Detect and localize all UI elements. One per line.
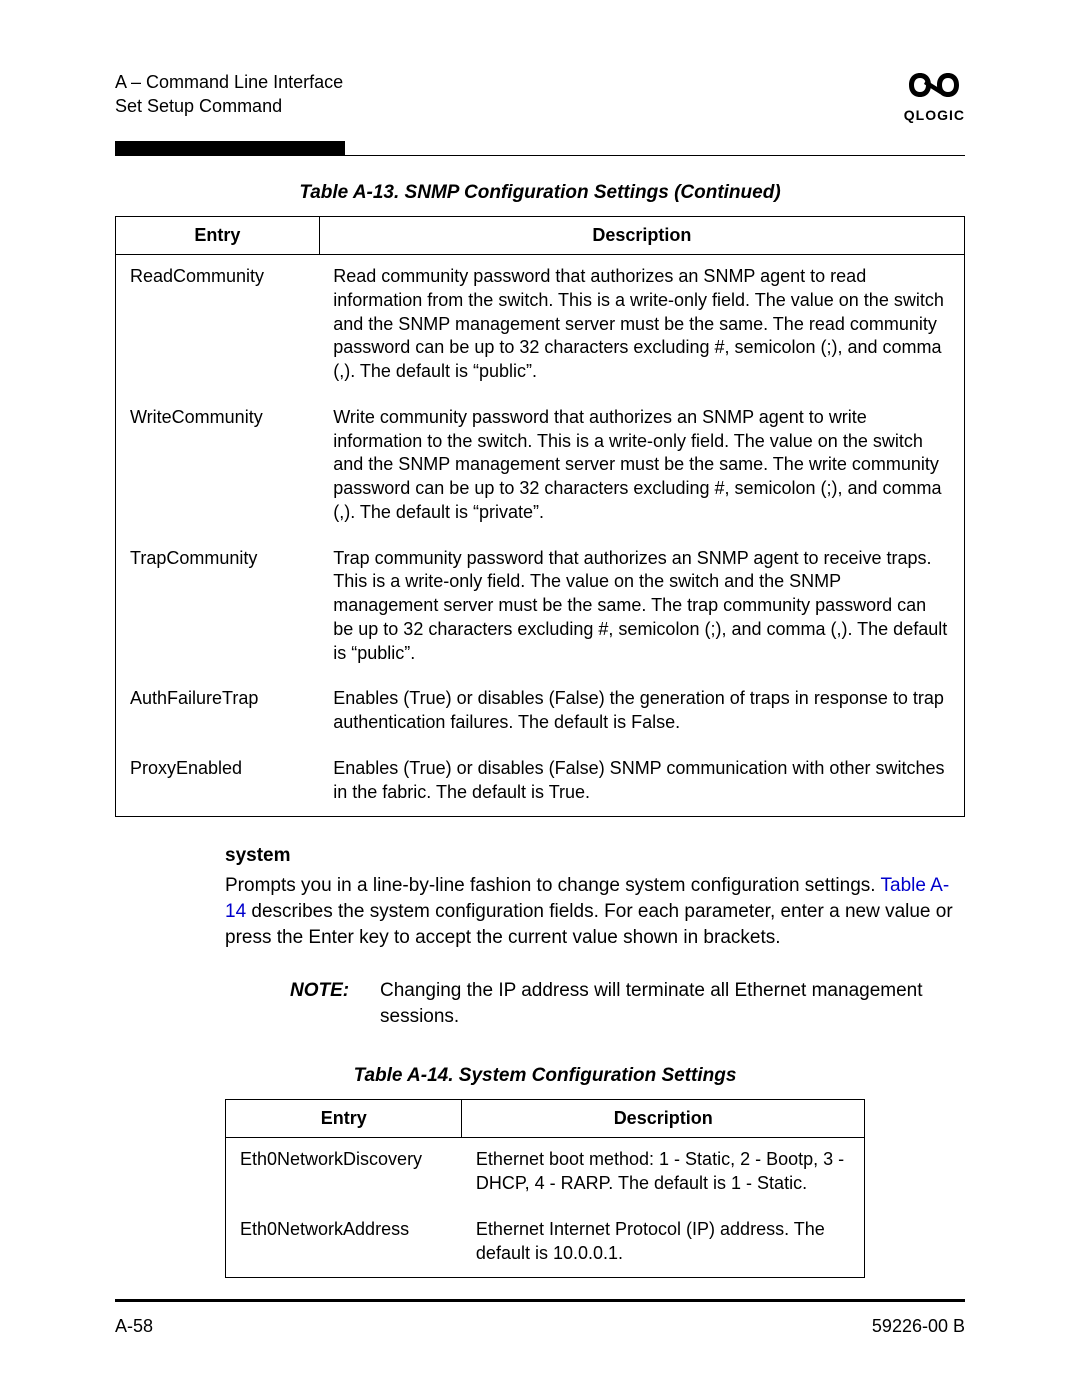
header-text: A – Command Line Interface Set Setup Com… xyxy=(115,70,343,119)
entry-cell: Eth0NetworkAddress xyxy=(226,1208,462,1278)
table2-col-entry: Entry xyxy=(226,1100,462,1138)
entry-cell: ReadCommunity xyxy=(116,255,320,396)
para-post: describes the system configuration field… xyxy=(225,901,953,948)
entry-cell: ProxyEnabled xyxy=(116,747,320,817)
logo-text: QLOGIC xyxy=(904,107,965,123)
footer-rule xyxy=(115,1299,965,1302)
qlogic-logo-icon xyxy=(906,70,962,100)
para-pre: Prompts you in a line-by-line fashion to… xyxy=(225,875,881,896)
note-block: NOTE: Changing the IP address will termi… xyxy=(290,978,955,1029)
page-header: A – Command Line Interface Set Setup Com… xyxy=(115,70,965,123)
desc-cell: Read community password that authorizes … xyxy=(319,255,964,396)
table2-header-row: Entry Description xyxy=(226,1100,865,1138)
footer-page-num: A-58 xyxy=(115,1316,153,1337)
note-body: Changing the IP address will terminate a… xyxy=(380,978,955,1029)
table-row: AuthFailureTrapEnables (True) or disable… xyxy=(116,677,965,747)
table2-col-desc: Description xyxy=(462,1100,865,1138)
section-heading-system: system xyxy=(225,845,965,867)
entry-cell: AuthFailureTrap xyxy=(116,677,320,747)
table1-col-desc: Description xyxy=(319,217,964,255)
table-row: Eth0NetworkDiscoveryEthernet boot method… xyxy=(226,1138,865,1208)
desc-cell: Enables (True) or disables (False) SNMP … xyxy=(319,747,964,817)
header-line2: Set Setup Command xyxy=(115,94,343,118)
table-row: ReadCommunityRead community password tha… xyxy=(116,255,965,396)
qlogic-logo: QLOGIC xyxy=(904,70,965,123)
header-black-bar xyxy=(115,141,345,155)
footer-doc-id: 59226-00 B xyxy=(872,1316,965,1337)
table-row: Eth0NetworkAddressEthernet Internet Prot… xyxy=(226,1208,865,1278)
section-paragraph: Prompts you in a line-by-line fashion to… xyxy=(225,873,965,950)
entry-cell: Eth0NetworkDiscovery xyxy=(226,1138,462,1208)
table-row: ProxyEnabledEnables (True) or disables (… xyxy=(116,747,965,817)
entry-cell: TrapCommunity xyxy=(116,537,320,678)
snmp-config-table: Entry Description ReadCommunityRead comm… xyxy=(115,216,965,817)
desc-cell: Enables (True) or disables (False) the g… xyxy=(319,677,964,747)
desc-cell: Ethernet boot method: 1 - Static, 2 - Bo… xyxy=(462,1138,865,1208)
table1-col-entry: Entry xyxy=(116,217,320,255)
table1-caption: Table A-13. SNMP Configuration Settings … xyxy=(115,182,965,204)
page-footer: A-58 59226-00 B xyxy=(115,1316,965,1337)
header-rule xyxy=(115,155,965,156)
table2-caption: Table A-14. System Configuration Setting… xyxy=(225,1065,865,1087)
table-row: WriteCommunityWrite community password t… xyxy=(116,396,965,537)
desc-cell: Ethernet Internet Protocol (IP) address.… xyxy=(462,1208,865,1278)
header-line1: A – Command Line Interface xyxy=(115,70,343,94)
table1-header-row: Entry Description xyxy=(116,217,965,255)
desc-cell: Write community password that authorizes… xyxy=(319,396,964,537)
system-config-table: Entry Description Eth0NetworkDiscoveryEt… xyxy=(225,1099,865,1278)
desc-cell: Trap community password that authorizes … xyxy=(319,537,964,678)
entry-cell: WriteCommunity xyxy=(116,396,320,537)
note-label: NOTE: xyxy=(290,978,380,1029)
table-row: TrapCommunityTrap community password tha… xyxy=(116,537,965,678)
